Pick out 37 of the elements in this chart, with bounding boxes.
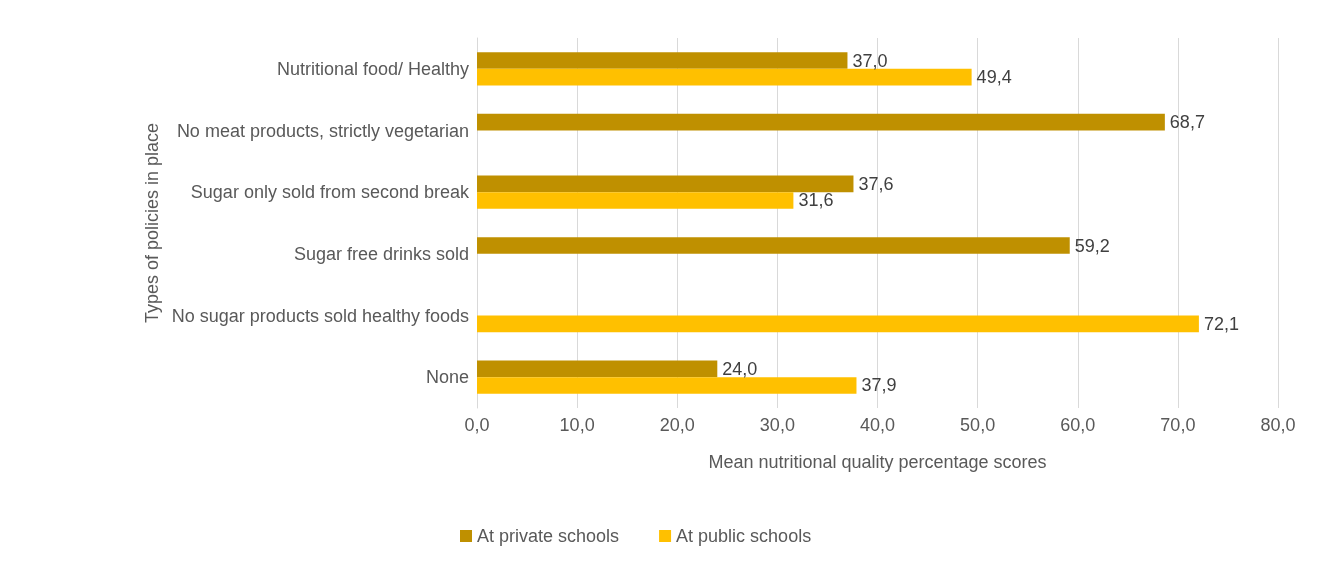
bar <box>477 377 857 394</box>
x-tick-label: 30,0 <box>759 415 795 435</box>
bar <box>477 52 848 69</box>
data-label: 72,1 <box>1203 313 1239 334</box>
y-tick-label: Sugar only sold from second break <box>190 182 470 203</box>
x-tick-label: 80,0 <box>1260 415 1296 435</box>
data-label: 68,7 <box>1169 112 1205 133</box>
bar <box>477 237 1070 254</box>
y-tick-label: None <box>425 367 469 388</box>
data-label: 37,0 <box>852 50 888 71</box>
legend-label: At private schools <box>477 526 620 546</box>
y-tick-label: Sugar free drinks sold <box>293 243 469 264</box>
bar <box>477 315 1199 333</box>
y-tick-label: No meat products, strictly vegetarian <box>176 120 469 141</box>
bar <box>477 68 972 86</box>
x-tick-label: 10,0 <box>559 415 595 435</box>
data-label: 37,9 <box>861 375 897 396</box>
data-label: 31,6 <box>798 190 834 211</box>
x-tick-label: 0,0 <box>464 415 490 435</box>
x-tick-label: 40,0 <box>859 415 896 435</box>
y-tick-label: Nutritional food/ Healthy <box>276 58 469 79</box>
x-tick-label: 70,0 <box>1160 415 1196 435</box>
x-tick-label: 50,0 <box>960 415 996 435</box>
data-label: 37,6 <box>858 173 894 194</box>
data-label: 24,0 <box>722 358 758 379</box>
bar <box>477 192 794 209</box>
bar <box>477 360 718 378</box>
y-tick-label: No sugar products sold healthy foods <box>171 305 469 326</box>
bar <box>477 175 854 193</box>
x-tick-label: 60,0 <box>1060 415 1096 435</box>
legend-label: At public schools <box>676 526 812 546</box>
data-label: 59,2 <box>1074 235 1110 256</box>
x-axis-title: Mean nutritional quality percentage scores <box>708 452 1047 472</box>
data-label: 49,4 <box>976 67 1012 88</box>
bar <box>477 113 1165 131</box>
x-tick-label: 20,0 <box>659 415 695 435</box>
y-axis-title: Types of policies in place <box>141 122 162 324</box>
